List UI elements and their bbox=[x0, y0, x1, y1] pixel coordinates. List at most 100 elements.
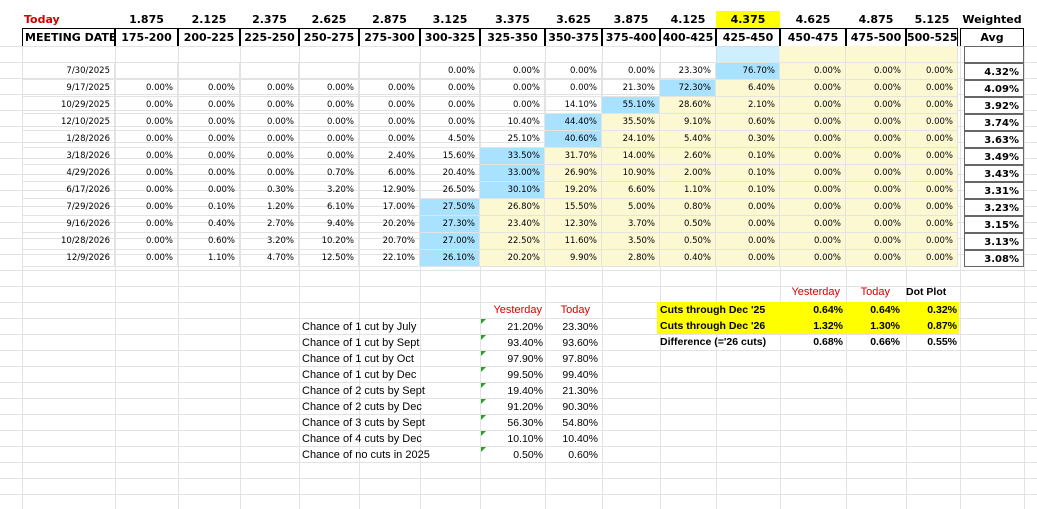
probability-cell[interactable]: 0.00% bbox=[846, 165, 906, 182]
probability-cell[interactable]: 3.20% bbox=[299, 182, 359, 199]
probability-cell[interactable]: 0.50% bbox=[660, 216, 716, 233]
probability-cell[interactable]: 0.00% bbox=[846, 97, 906, 114]
cuts-today[interactable]: 1.30% bbox=[870, 320, 900, 332]
probability-cell[interactable]: 26.90% bbox=[545, 165, 602, 182]
probability-cell[interactable]: 0.00% bbox=[420, 63, 480, 80]
probability-cell[interactable]: 0.00% bbox=[299, 97, 359, 114]
probability-today[interactable]: 93.60% bbox=[562, 337, 598, 349]
probability-cell[interactable]: 12.50% bbox=[299, 250, 359, 267]
probability-cell[interactable]: 0.00% bbox=[906, 80, 958, 97]
probability-yesterday[interactable]: 10.10% bbox=[507, 433, 543, 445]
probability-cell[interactable]: 33.50% bbox=[480, 148, 545, 165]
cuts-dot-plot[interactable]: 0.32% bbox=[927, 304, 957, 316]
probability-cell[interactable]: 0.00% bbox=[178, 148, 240, 165]
probability-cell[interactable]: 0.10% bbox=[716, 182, 780, 199]
probability-cell[interactable]: 1.10% bbox=[178, 250, 240, 267]
probability-cell[interactable]: 0.00% bbox=[846, 148, 906, 165]
probability-cell[interactable]: 0.00% bbox=[420, 80, 480, 97]
probability-cell[interactable]: 5.40% bbox=[660, 131, 716, 148]
probability-cell[interactable]: 0.00% bbox=[846, 216, 906, 233]
probability-cell[interactable]: 26.80% bbox=[480, 199, 545, 216]
probability-cell[interactable]: 0.00% bbox=[780, 199, 846, 216]
probability-cell[interactable]: 0.00% bbox=[178, 114, 240, 131]
probability-today[interactable]: 54.80% bbox=[562, 417, 598, 429]
probability-cell[interactable]: 0.00% bbox=[780, 216, 846, 233]
probability-cell[interactable]: 0.00% bbox=[240, 80, 299, 97]
probability-cell[interactable]: 19.20% bbox=[545, 182, 602, 199]
probability-cell[interactable]: 12.30% bbox=[545, 216, 602, 233]
probability-cell[interactable]: 0.00% bbox=[115, 165, 178, 182]
cuts-yesterday[interactable]: 1.32% bbox=[813, 320, 843, 332]
probability-cell[interactable]: 2.40% bbox=[359, 148, 420, 165]
probability-cell[interactable]: 20.40% bbox=[420, 165, 480, 182]
probability-today[interactable]: 23.30% bbox=[562, 321, 598, 333]
probability-cell[interactable]: 0.00% bbox=[240, 114, 299, 131]
probability-cell[interactable]: 0.00% bbox=[545, 63, 602, 80]
probability-cell[interactable]: 9.40% bbox=[299, 216, 359, 233]
probability-cell[interactable]: 44.40% bbox=[545, 114, 602, 131]
probability-cell[interactable]: 0.00% bbox=[906, 63, 958, 80]
probability-cell[interactable]: 0.00% bbox=[780, 97, 846, 114]
probability-cell[interactable]: 0.00% bbox=[545, 80, 602, 97]
probability-cell[interactable]: 9.90% bbox=[545, 250, 602, 267]
probability-cell[interactable]: 0.00% bbox=[846, 80, 906, 97]
probability-today[interactable]: 10.40% bbox=[562, 433, 598, 445]
probability-yesterday[interactable]: 91.20% bbox=[507, 401, 543, 413]
weighted-avg-cell[interactable]: 4.09% bbox=[964, 80, 1024, 97]
weighted-avg-cell[interactable]: 3.49% bbox=[964, 148, 1024, 165]
probability-cell[interactable]: 0.00% bbox=[115, 114, 178, 131]
probability-cell[interactable]: 0.00% bbox=[115, 97, 178, 114]
cuts-today[interactable]: 0.66% bbox=[870, 336, 900, 348]
probability-cell[interactable]: 23.30% bbox=[660, 63, 716, 80]
probability-cell[interactable]: 2.60% bbox=[660, 148, 716, 165]
probability-yesterday[interactable]: 56.30% bbox=[507, 417, 543, 429]
probability-cell[interactable]: 0.00% bbox=[240, 148, 299, 165]
probability-cell[interactable]: 55.10% bbox=[602, 97, 660, 114]
probability-cell[interactable]: 30.10% bbox=[480, 182, 545, 199]
probability-cell[interactable]: 0.00% bbox=[115, 216, 178, 233]
probability-cell[interactable]: 0.00% bbox=[846, 250, 906, 267]
cuts-dot-plot[interactable]: 0.87% bbox=[927, 320, 957, 332]
probability-cell[interactable]: 76.70% bbox=[716, 63, 780, 80]
weighted-avg-cell[interactable]: 3.23% bbox=[964, 199, 1024, 216]
probability-cell[interactable]: 0.60% bbox=[178, 233, 240, 250]
probability-cell[interactable]: 6.10% bbox=[299, 199, 359, 216]
probability-cell[interactable]: 27.50% bbox=[420, 199, 480, 216]
probability-cell[interactable] bbox=[115, 63, 178, 80]
probability-cell[interactable]: 0.00% bbox=[780, 148, 846, 165]
probability-cell[interactable]: 0.00% bbox=[906, 114, 958, 131]
probability-cell[interactable]: 0.00% bbox=[602, 63, 660, 80]
probability-cell[interactable]: 26.50% bbox=[420, 182, 480, 199]
probability-cell[interactable]: 0.00% bbox=[115, 80, 178, 97]
probability-cell[interactable]: 0.00% bbox=[178, 97, 240, 114]
probability-yesterday[interactable]: 93.40% bbox=[507, 337, 543, 349]
probability-yesterday[interactable]: 19.40% bbox=[507, 385, 543, 397]
probability-cell[interactable]: 0.00% bbox=[240, 131, 299, 148]
probability-today[interactable]: 99.40% bbox=[562, 369, 598, 381]
probability-cell[interactable]: 0.00% bbox=[420, 97, 480, 114]
probability-cell[interactable]: 0.00% bbox=[115, 131, 178, 148]
weighted-avg-cell[interactable]: 3.13% bbox=[964, 233, 1024, 250]
probability-cell[interactable]: 0.00% bbox=[299, 148, 359, 165]
probability-cell[interactable]: 0.00% bbox=[846, 199, 906, 216]
probability-cell[interactable]: 0.00% bbox=[846, 182, 906, 199]
probability-cell[interactable]: 27.30% bbox=[420, 216, 480, 233]
probability-cell[interactable]: 15.60% bbox=[420, 148, 480, 165]
probability-cell[interactable]: 26.10% bbox=[420, 250, 480, 267]
probability-cell[interactable]: 1.20% bbox=[240, 199, 299, 216]
probability-cell[interactable]: 0.00% bbox=[906, 233, 958, 250]
probability-cell[interactable]: 0.00% bbox=[716, 216, 780, 233]
probability-cell[interactable]: 0.00% bbox=[359, 97, 420, 114]
probability-cell[interactable]: 0.00% bbox=[846, 114, 906, 131]
probability-cell[interactable]: 27.00% bbox=[420, 233, 480, 250]
probability-cell[interactable]: 0.00% bbox=[480, 63, 545, 80]
probability-cell[interactable]: 0.00% bbox=[240, 97, 299, 114]
probability-cell[interactable]: 0.00% bbox=[115, 233, 178, 250]
weighted-avg-cell[interactable]: 3.74% bbox=[964, 114, 1024, 131]
probability-cell[interactable]: 0.00% bbox=[115, 182, 178, 199]
probability-yesterday[interactable]: 21.20% bbox=[507, 321, 543, 333]
probability-cell[interactable]: 0.50% bbox=[660, 233, 716, 250]
probability-cell[interactable]: 0.30% bbox=[240, 182, 299, 199]
probability-today[interactable]: 97.80% bbox=[562, 353, 598, 365]
probability-cell[interactable]: 0.00% bbox=[906, 182, 958, 199]
